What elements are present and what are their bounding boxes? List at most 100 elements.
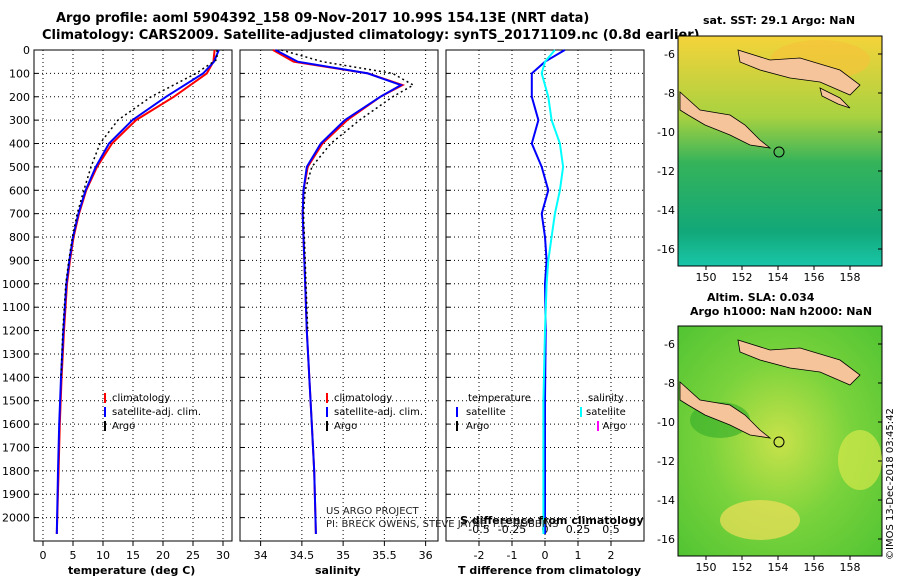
legend-item-climatology: climatology [326,392,423,406]
sla-map-title-1: Altim. SLA: 0.034 [707,291,815,304]
top-tick-label: 0.25 [566,523,591,536]
series-line-satellite-adj-clim- [55,49,220,535]
map-x-tick-label: 150 [696,561,717,574]
legend-item-argo: Argo [326,420,423,434]
y-tick-label: 800 [9,231,30,244]
x-tick-label: 15 [126,549,140,562]
map-x-tick-label: 156 [804,271,825,284]
y-tick-label: 1300 [2,348,30,361]
map-y-tick-label: -14 [657,494,675,507]
map-x-tick-label: 152 [732,561,753,574]
land-png-east [679,381,772,439]
y-tick-label: 1200 [2,325,30,338]
x-tick-label: -1 [507,549,518,562]
sst-map-title: sat. SST: 29.1 Argo: NaN [703,14,856,27]
sst-map [677,35,883,267]
plot-title-line-2: Climatology: CARS2009. Satellite-adjuste… [42,28,700,43]
x-tick-label: 20 [156,549,170,562]
argo-position-marker [773,436,785,448]
map-y-tick-label: -12 [657,455,675,468]
y-tick-label: 1600 [2,418,30,431]
difference-xlabel: T difference from climatology [458,564,642,577]
x-tick-label: 34 [254,549,268,562]
y-tick-label: 400 [9,138,30,151]
legend-item-sal-satellite: satellite [580,406,626,420]
y-tick-label: 1500 [2,395,30,408]
plot-frame [239,49,439,542]
top-tick-label: -0.25 [498,523,526,536]
land-png-east [679,91,772,149]
x-tick-label: -2 [474,549,485,562]
difference-legend-salinity: salinity satellite Argo [580,392,626,434]
x-tick-label: 34.5 [290,549,315,562]
project-credit-line-2: PI: BRECK OWENS, STEVE JAYNE, P.E. ROBBI… [326,519,559,530]
map-y-tick-label: -10 [657,126,675,139]
salinity-xlabel: salinity [315,564,361,577]
x-tick-label: 35 [336,549,350,562]
legend-item-satellite: satellite-adj. clim. [104,406,201,420]
series-line-temperature-satellite [530,49,566,534]
land-islands [819,87,851,109]
legend-item-satellite: satellite-adj. clim. [326,406,423,420]
map-y-tick-label: -8 [664,87,675,100]
sla-map [677,325,883,557]
x-tick-label: 2 [608,549,615,562]
y-tick-label: 0 [23,44,30,57]
y-tick-label: 300 [9,114,30,127]
x-tick-label: 1 [575,549,582,562]
map-x-tick-label: 152 [732,271,753,284]
map-x-tick-label: 150 [696,271,717,284]
y-tick-label: 1100 [2,301,30,314]
x-tick-label: 25 [186,549,200,562]
y-tick-label: 600 [9,184,30,197]
map-x-tick-label: 158 [840,561,861,574]
series-line-argo [60,50,218,378]
salinity-legend: climatology satellite-adj. clim. Argo [326,392,423,434]
y-tick-label: 500 [9,161,30,174]
y-tick-label: 900 [9,254,30,267]
project-credit-line-1: US ARGO PROJECT [326,506,419,517]
map-y-tick-label: -14 [657,204,675,217]
x-tick-label: 0 [542,549,549,562]
y-tick-label: 100 [9,67,30,80]
map-y-tick-label: -6 [664,338,675,351]
legend-item-temp-satellite: satellite [456,406,531,420]
map-x-tick-label: 156 [804,561,825,574]
plot-title-line-1: Argo profile: aoml 5904392_158 09-Nov-20… [56,11,590,26]
imos-credit: ©IMOS 13-Dec-2018 03:45:42 [885,408,896,560]
top-tick-label: -0.5 [468,523,489,536]
map-y-tick-label: -6 [664,48,675,61]
map-x-tick-label: 158 [840,271,861,284]
legend-item-argo: Argo [104,420,201,434]
y-tick-label: 200 [9,91,30,104]
legend-item-climatology: climatology [104,392,201,406]
x-tick-label: 0 [40,549,47,562]
legend-item-temp-argo: Argo [456,420,531,434]
map-y-tick-label: -8 [664,377,675,390]
y-tick-label: 2000 [2,512,30,525]
x-tick-label: 10 [96,549,110,562]
x-tick-label: 35.5 [372,549,397,562]
y-tick-label: 1400 [2,371,30,384]
temperature-xlabel: temperature (deg C) [68,564,196,577]
map-x-tick-label: 154 [768,561,789,574]
series-line-satellite-adj-clim- [275,49,404,535]
y-tick-label: 1900 [2,488,30,501]
salinity-panel: 34 34.5 35 35.5 36 [239,49,439,562]
x-tick-label: 30 [216,549,230,562]
land-new-britain [737,339,861,386]
y-tick-label: 1700 [2,441,30,454]
y-tick-label: 1800 [2,465,30,478]
series-line-argo [281,49,415,331]
series-line-salinity-satellite [540,49,565,534]
map-y-tick-label: -16 [657,243,675,256]
y-tick-label: 1000 [2,278,30,291]
temperature-panel: 0 5 10 15 20 25 300100200300400500600700800900… [2,44,233,562]
legend-item-sal-argo: Argo [580,420,626,434]
x-tick-label: 5 [70,549,77,562]
sla-map-title-2: Argo h1000: NaN h2000: NaN [690,305,873,318]
argo-position-marker [773,146,785,158]
temperature-legend: climatology satellite-adj. clim. Argo [104,392,201,434]
